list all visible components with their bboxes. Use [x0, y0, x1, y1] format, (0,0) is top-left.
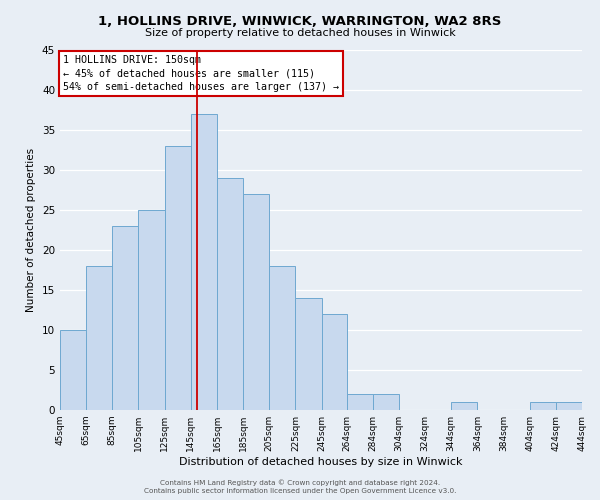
Bar [322, 314, 347, 410]
Text: 1 HOLLINS DRIVE: 150sqm
← 45% of detached houses are smaller (115)
54% of semi-d: 1 HOLLINS DRIVE: 150sqm ← 45% of detache… [62, 56, 338, 92]
Text: Size of property relative to detached houses in Winwick: Size of property relative to detached ho… [145, 28, 455, 38]
Bar [269, 266, 295, 410]
Text: Contains HM Land Registry data © Crown copyright and database right 2024.: Contains HM Land Registry data © Crown c… [160, 480, 440, 486]
Bar [139, 210, 164, 410]
Bar [373, 394, 399, 410]
Bar [164, 146, 191, 410]
Bar [347, 394, 373, 410]
Bar [556, 402, 582, 410]
Bar [295, 298, 322, 410]
Bar [86, 266, 112, 410]
Bar [451, 402, 478, 410]
X-axis label: Distribution of detached houses by size in Winwick: Distribution of detached houses by size … [179, 457, 463, 467]
Bar [243, 194, 269, 410]
Bar [191, 114, 217, 410]
Bar [217, 178, 243, 410]
Text: Contains public sector information licensed under the Open Government Licence v3: Contains public sector information licen… [144, 488, 456, 494]
Bar [530, 402, 556, 410]
Text: 1, HOLLINS DRIVE, WINWICK, WARRINGTON, WA2 8RS: 1, HOLLINS DRIVE, WINWICK, WARRINGTON, W… [98, 15, 502, 28]
Y-axis label: Number of detached properties: Number of detached properties [26, 148, 37, 312]
Bar [112, 226, 139, 410]
Bar [60, 330, 86, 410]
